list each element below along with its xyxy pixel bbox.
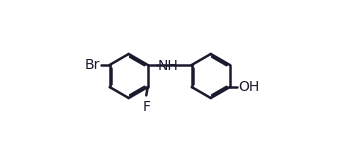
Text: OH: OH [238,80,259,94]
Text: F: F [142,100,150,114]
Text: NH: NH [158,59,179,73]
Text: Br: Br [85,58,100,72]
